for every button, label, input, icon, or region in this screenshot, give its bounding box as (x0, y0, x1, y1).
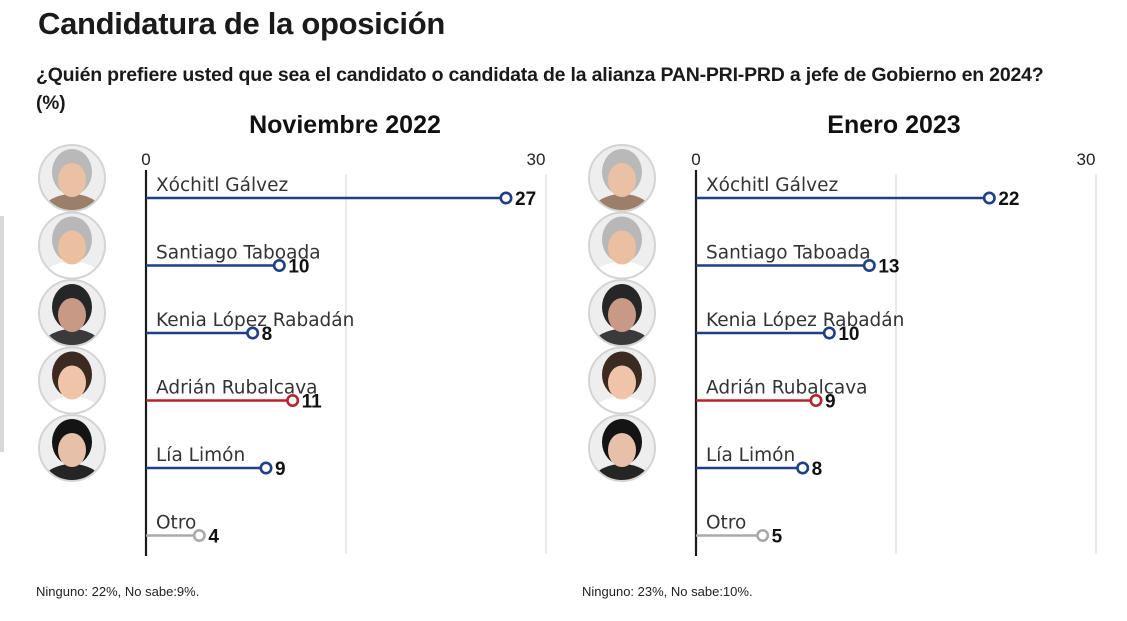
avatar-face (58, 365, 86, 400)
chart-panel-noviembre-2022: Noviembre 2022 0 30 Xóchitl Gálvez 27 Santiag… (0, 108, 547, 608)
data-point-otro (756, 528, 770, 542)
candidate-label-otro: Otro (156, 513, 196, 534)
avatar-ring (38, 144, 106, 212)
candidate-label-kenia-lopez-rabadan: Kenia López Rabadán (706, 310, 904, 331)
dot-chart-noviembre-2022: Noviembre 2022 0 30 Xóchitl Gálvez 27 Santiag… (38, 111, 547, 556)
row-otro: Otro 5 (696, 513, 783, 548)
row-santiago-taboada: Santiago Taboada 13 (696, 243, 899, 278)
avatar-ring (588, 144, 656, 212)
chart-panel-enero-2023: Enero 2023 0 30 Xóchitl Gálvez 22 Santiago Ta… (550, 108, 1097, 608)
candidate-label-otro: Otro (706, 513, 746, 534)
avatar-face (58, 433, 86, 467)
avatar-ring (588, 279, 656, 347)
candidate-label-xochitl-galvez: Xóchitl Gálvez (706, 175, 838, 196)
avatar-ring (588, 346, 656, 415)
data-point-xochitl-galvez (499, 191, 513, 205)
row-otro: Otro 4 (146, 513, 219, 548)
value-label-santiago-taboada: 10 (288, 257, 309, 278)
data-point-lia-limon (259, 461, 273, 475)
data-point-xochitl-galvez (982, 191, 996, 205)
panel-title: Noviembre 2022 (249, 111, 441, 139)
data-point-adrian-rubalcava (809, 393, 823, 407)
dot-chart-enero-2023: Enero 2023 0 30 Xóchitl Gálvez 22 Santiago Ta… (588, 111, 1097, 556)
avatar-face (608, 433, 636, 467)
value-label-otro: 5 (772, 527, 783, 548)
avatar-face (608, 298, 636, 332)
avatar-ring (38, 414, 106, 482)
value-label-adrian-rubalcava: 9 (825, 392, 836, 413)
candidate-label-kenia-lopez-rabadan: Kenia López Rabadán (156, 310, 354, 331)
avatar-face (608, 163, 636, 197)
avatar-ring (588, 211, 656, 280)
avatar-face (58, 230, 86, 265)
data-point-adrian-rubalcava (286, 393, 300, 407)
chart-question: ¿Quién prefiere usted que sea el candida… (36, 64, 1044, 86)
left-edge-bar (0, 216, 4, 452)
data-point-santiago-taboada (862, 259, 876, 273)
value-label-lia-limon: 8 (812, 459, 823, 480)
page-title: Candidatura de la oposición (38, 6, 446, 41)
candidate-label-adrian-rubalcava: Adrián Rubalcava (156, 378, 318, 399)
candidate-label-lia-limon: Lía Limón (706, 445, 795, 466)
tick-label-30: 30 (1077, 150, 1096, 169)
value-label-kenia-lopez-rabadan: 10 (838, 324, 859, 345)
value-label-santiago-taboada: 13 (878, 257, 899, 278)
data-point-santiago-taboada (272, 259, 286, 273)
value-label-adrian-rubalcava: 11 (302, 392, 323, 413)
candidate-label-santiago-taboada: Santiago Taboada (156, 243, 321, 264)
data-point-kenia-lopez-rabadan (822, 326, 836, 340)
data-point-otro (192, 528, 206, 542)
candidate-label-xochitl-galvez: Xóchitl Gálvez (156, 175, 288, 196)
tick-label-30: 30 (527, 150, 546, 169)
avatar-face (608, 365, 636, 400)
value-label-xochitl-galvez: 27 (515, 189, 536, 210)
data-point-lia-limon (796, 461, 810, 475)
value-label-lia-limon: 9 (275, 459, 286, 480)
avatar-face (608, 230, 636, 265)
candidate-label-santiago-taboada: Santiago Taboada (706, 243, 871, 264)
avatar-ring (38, 346, 106, 415)
note-enero-2023: Ninguno: 23%, No sabe:10%. (582, 584, 753, 599)
row-lia-limon: Lía Limón 8 (696, 445, 822, 480)
tick-label-0: 0 (141, 150, 150, 169)
row-lia-limon: Lía Limón 9 (146, 445, 286, 480)
row-xochitl-galvez: Xóchitl Gálvez 22 (696, 175, 1019, 210)
candidate-label-lia-limon: Lía Limón (156, 445, 245, 466)
tick-label-0: 0 (691, 150, 700, 169)
avatar-face (58, 298, 86, 332)
panel-title: Enero 2023 (827, 111, 960, 139)
row-xochitl-galvez: Xóchitl Gálvez 27 (146, 175, 536, 210)
avatar-xochitl-galvez-icon (39, 145, 105, 211)
avatar-lia-limon-icon (589, 415, 655, 481)
value-label-otro: 4 (208, 527, 219, 548)
data-point-kenia-lopez-rabadan (246, 326, 260, 340)
value-label-kenia-lopez-rabadan: 8 (262, 324, 273, 345)
note-noviembre-2022: Ninguno: 22%, No sabe:9%. (36, 584, 200, 599)
candidate-label-adrian-rubalcava: Adrián Rubalcava (706, 378, 868, 399)
unit-label: (%) (36, 93, 66, 114)
avatar-ring (588, 414, 656, 482)
avatar-face (58, 163, 86, 197)
value-label-xochitl-galvez: 22 (998, 189, 1019, 210)
avatar-ring (38, 279, 106, 347)
avatar-ring (38, 211, 106, 280)
